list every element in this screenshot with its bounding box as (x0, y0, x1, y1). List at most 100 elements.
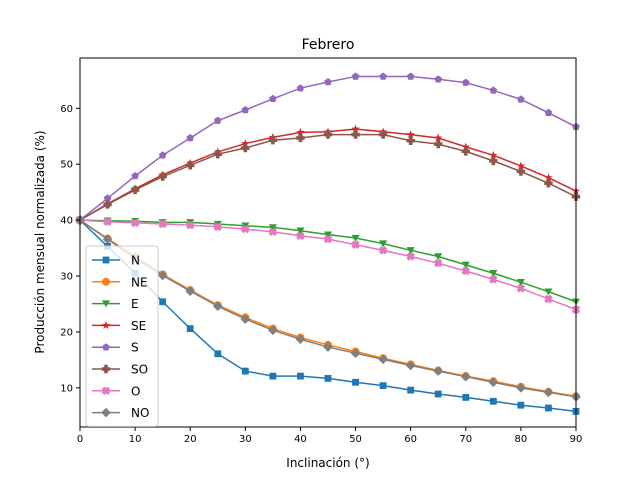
data-point (241, 224, 250, 234)
legend-item-so: SO (92, 363, 148, 377)
data-point (323, 342, 333, 352)
data-point (268, 135, 278, 145)
data-point (268, 227, 278, 237)
data-point (516, 167, 526, 176)
data-point (323, 234, 333, 244)
y-tick-label: 20 (60, 327, 73, 338)
data-point (185, 286, 196, 296)
data-point (296, 127, 305, 136)
data-point (296, 231, 305, 241)
data-point (324, 374, 332, 382)
data-point (103, 217, 112, 227)
series-no (75, 215, 581, 402)
data-point (378, 246, 388, 255)
data-point (186, 161, 195, 170)
data-point (351, 240, 360, 249)
data-point (489, 397, 497, 405)
plot-area (80, 58, 576, 427)
legend-item-o: O (92, 384, 140, 398)
axes-layer: 0 10 20 30 40 50 60 70 80 90 10 20 30 40 50 60 (60, 57, 583, 445)
data-point (434, 390, 442, 398)
data-point (102, 234, 113, 244)
data-point (378, 130, 388, 139)
data-point (544, 179, 553, 188)
data-point (544, 294, 553, 304)
data-point (158, 219, 167, 229)
chart-title: Febrero (302, 37, 355, 53)
data-point (269, 372, 277, 380)
y-tick-label: 30 (60, 272, 73, 283)
data-point (517, 401, 525, 409)
data-point (296, 84, 305, 92)
data-point (268, 224, 277, 232)
data-point (488, 377, 499, 388)
legend-label: O (131, 384, 140, 398)
data-point (516, 284, 526, 293)
data-point (213, 222, 223, 232)
legend-label: NO (131, 406, 149, 420)
x-tick-label: 30 (239, 434, 252, 445)
data-point (434, 75, 443, 83)
data-point (460, 371, 471, 382)
legend-box (85, 245, 159, 427)
data-point (544, 173, 553, 182)
data-point (461, 261, 470, 269)
data-point (130, 218, 140, 228)
data-point (516, 278, 525, 286)
x-tick-label: 90 (570, 434, 583, 445)
data-point (407, 386, 415, 394)
data-point (103, 200, 112, 209)
data-point (351, 124, 360, 133)
data-point (406, 252, 415, 261)
data-point (405, 360, 416, 371)
plot-background (80, 58, 576, 427)
data-point (157, 270, 168, 281)
data-point (131, 171, 139, 180)
y-tick-label: 50 (60, 160, 73, 171)
data-point (489, 150, 498, 159)
x-tick-label: 60 (404, 434, 417, 445)
data-point (130, 185, 140, 195)
data-point (433, 258, 443, 268)
legend-item-se: SE (92, 319, 146, 333)
y-tick-label: 40 (60, 216, 73, 227)
data-point (406, 247, 415, 255)
data-point (158, 172, 167, 181)
x-tick-label: 50 (349, 434, 362, 445)
legend-label: S (131, 341, 139, 355)
data-point (241, 222, 250, 230)
legend: N NE E SE S SO O NO (85, 245, 159, 427)
data-point (240, 314, 251, 324)
y-tick-label: 60 (60, 104, 73, 115)
data-point (186, 325, 194, 332)
data-point (212, 301, 223, 312)
x-tick-label: 40 (294, 434, 307, 445)
legend-marker (101, 386, 111, 396)
data-point (461, 266, 471, 276)
legend-marker (102, 277, 110, 286)
data-point (103, 194, 112, 202)
data-point (295, 334, 306, 345)
data-point (268, 325, 278, 336)
data-point (434, 133, 443, 142)
legend-marker (102, 300, 110, 308)
legend-label: SO (131, 363, 148, 377)
data-point (241, 367, 249, 375)
x-axis-label: Inclinación (°) (286, 456, 369, 470)
data-point (352, 378, 359, 386)
data-point (158, 151, 167, 159)
legend-label: N (131, 254, 140, 268)
data-point (350, 348, 361, 358)
data-point (323, 130, 333, 139)
legend-label: E (131, 297, 139, 311)
data-point (489, 86, 498, 94)
data-point (241, 139, 250, 148)
legend-item-s: S (92, 341, 139, 355)
data-point (351, 234, 360, 242)
data-point (517, 95, 525, 103)
data-point (461, 142, 470, 151)
data-point (214, 350, 222, 358)
data-point (296, 227, 305, 235)
legend-item-ne: NE (92, 275, 148, 289)
